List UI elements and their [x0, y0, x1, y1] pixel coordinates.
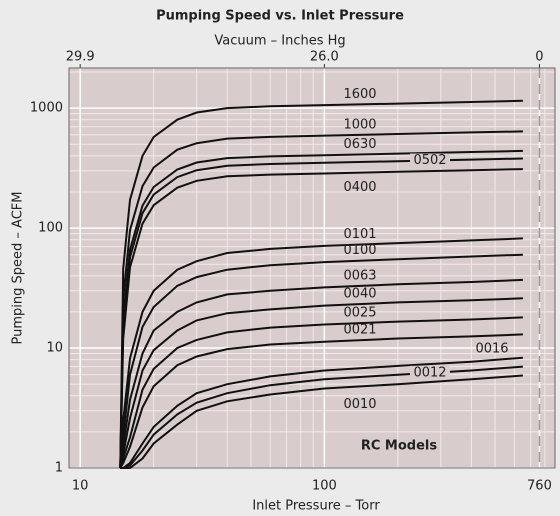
series-label: 0040 — [343, 287, 376, 302]
series-line — [119, 149, 523, 469]
series-line — [120, 374, 523, 469]
label-bg — [410, 153, 450, 168]
annotation: RC Models — [361, 439, 438, 454]
series-line — [119, 237, 523, 469]
series-label: 0630 — [343, 137, 376, 152]
series-line — [119, 333, 523, 469]
series-line — [119, 99, 523, 469]
label-bg — [410, 365, 450, 380]
series-line — [119, 168, 523, 469]
series-label: 0025 — [343, 306, 376, 321]
series-label: 0063 — [343, 268, 376, 283]
y-tick-label: 1000 — [30, 101, 63, 116]
series-line — [119, 297, 523, 469]
chart-title: Pumping Speed vs. Inlet Pressure — [156, 9, 404, 24]
y-axis-label: Pumping Speed – ACFM — [11, 192, 26, 345]
y-tick-label: 10 — [46, 341, 63, 356]
top-axis-label: Vacuum – Inches Hg — [214, 34, 345, 49]
series-label: 0400 — [343, 180, 376, 195]
series-line — [119, 278, 523, 469]
y-tick-label: 1 — [55, 461, 63, 476]
x-tick-label: 10 — [72, 479, 89, 494]
top-tick-label: 29.9 — [66, 50, 95, 65]
top-tick-label: 26.0 — [310, 50, 339, 65]
top-tick-label: 0 — [535, 50, 543, 65]
series-line — [119, 130, 523, 469]
series-line — [119, 157, 523, 469]
series-label: 1000 — [343, 117, 376, 132]
x-axis-label: Inlet Pressure – Torr — [252, 499, 380, 514]
series-label: 0100 — [343, 243, 376, 258]
series-label: 0016 — [475, 342, 508, 357]
series-label: 0502 — [413, 153, 446, 168]
series-line — [120, 356, 523, 469]
series-label: 0021 — [343, 323, 376, 338]
series-label: 1600 — [343, 87, 376, 102]
series-line — [119, 253, 523, 469]
x-tick-label: 760 — [527, 479, 552, 494]
series-line — [120, 365, 523, 469]
series-label: 0101 — [343, 227, 376, 242]
series-label: 0010 — [343, 397, 376, 412]
series-label: 0012 — [413, 365, 446, 380]
y-tick-label: 100 — [38, 221, 63, 236]
x-tick-label: 100 — [312, 479, 337, 494]
plot-frame — [68, 67, 556, 469]
series-line — [119, 316, 523, 469]
